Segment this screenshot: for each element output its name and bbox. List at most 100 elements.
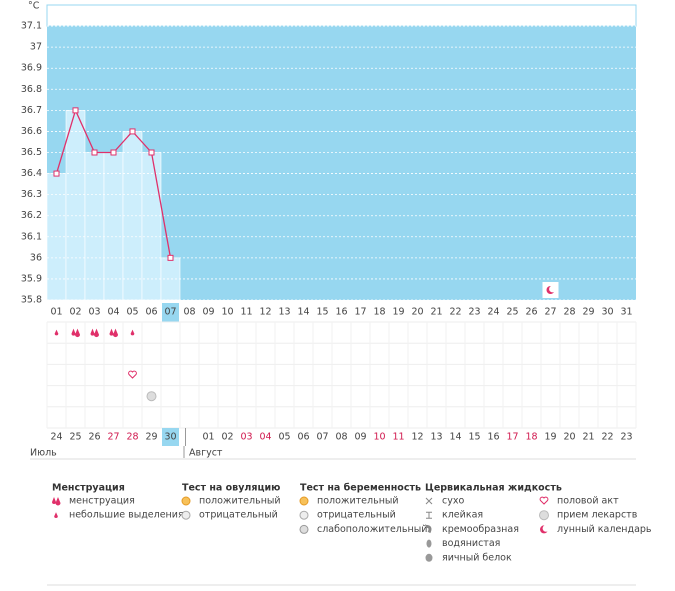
month-label: Август — [189, 448, 223, 459]
day-label: 30 — [601, 307, 613, 318]
event-icon — [109, 328, 118, 338]
cycle-day-label: 14 — [449, 432, 461, 443]
cycle-day-label: 25 — [69, 432, 81, 443]
legend-item: положительный — [299, 496, 399, 507]
selected-day — [162, 303, 179, 322]
test-icon — [299, 496, 309, 506]
temp-column — [141, 152, 162, 301]
temp-point — [167, 254, 174, 261]
day-label: 24 — [487, 307, 499, 318]
day-label: 31 — [620, 307, 632, 318]
temp-column — [65, 110, 86, 301]
day-label: 17 — [354, 307, 366, 318]
cycle-day-label: 17 — [506, 432, 518, 443]
cycle-day-label: 29 — [145, 432, 157, 443]
drop-icon — [109, 328, 118, 338]
legend-label: отрицательный — [199, 510, 278, 521]
day-label: 03 — [88, 307, 100, 318]
legend-title: Менструация — [52, 483, 125, 494]
day-label: 18 — [373, 307, 385, 318]
cycle-day-label: 03 — [240, 432, 252, 443]
legend-label: яичный белок — [442, 552, 512, 563]
day-label: 29 — [582, 307, 594, 318]
cycle-day-label: 01 — [202, 432, 214, 443]
cycle-day-label: 13 — [430, 432, 442, 443]
temp-point — [148, 149, 155, 156]
day-label: 28 — [563, 307, 575, 318]
legend-item: кремообразная — [425, 524, 519, 535]
day-label: 13 — [278, 307, 290, 318]
test-icon — [299, 510, 309, 520]
pill-icon — [539, 510, 549, 521]
legend-label: кремообразная — [442, 524, 519, 535]
legend-label: прием лекарств — [557, 510, 638, 521]
fluid-icon — [425, 553, 433, 562]
cycle-day-label: 18 — [525, 432, 537, 443]
y-tick-label: 36.3 — [21, 189, 42, 200]
day-label: 12 — [259, 307, 271, 318]
fluid-icon — [426, 539, 432, 548]
legend-item: лунный календарь — [540, 524, 652, 535]
day-label: 10 — [221, 307, 233, 318]
test-icon — [299, 524, 309, 534]
event-icon — [54, 329, 59, 336]
y-tick-label: 37 — [30, 42, 42, 53]
cycle-day-label: 04 — [259, 432, 271, 443]
moon-cut — [542, 525, 550, 532]
y-tick-label: 35.8 — [21, 295, 42, 306]
y-tick-label: 36.2 — [21, 210, 42, 221]
day-label: 04 — [107, 307, 119, 318]
legend-label: положительный — [317, 496, 399, 507]
day-label: 26 — [525, 307, 537, 318]
y-tick-label: 36.1 — [21, 231, 42, 242]
cycle-day-label: 24 — [50, 432, 62, 443]
y-tick-label: 36.9 — [21, 63, 42, 74]
day-label: 11 — [240, 307, 252, 318]
cycle-day-label: 07 — [316, 432, 328, 443]
legend-label: слабоположительный — [317, 524, 427, 535]
y-tick-label: 37.1 — [21, 21, 42, 32]
y-tick-label: 36.8 — [21, 84, 42, 95]
legend-item: яичный белок — [425, 552, 512, 563]
cycle-day-label: 10 — [373, 432, 385, 443]
drop-icon — [90, 328, 99, 338]
cycle-day-label: 12 — [411, 432, 423, 443]
cycle-day-label: 21 — [582, 432, 594, 443]
selected-day — [162, 428, 179, 446]
legend-item: половой акт — [539, 496, 619, 507]
legend-item: положительный — [181, 496, 281, 507]
y-tick-label: 36.7 — [21, 105, 42, 116]
temp-point — [129, 128, 136, 135]
legend-label: положительный — [199, 496, 281, 507]
plot-top — [46, 4, 637, 27]
legend-item: отрицательный — [181, 510, 278, 521]
legend-label: менструация — [69, 496, 135, 507]
event-icon — [71, 328, 80, 338]
event-icon — [542, 282, 559, 298]
legend-item: сухо — [425, 496, 464, 507]
legend-item: отрицательный — [299, 510, 396, 521]
cycle-day-label: 08 — [335, 432, 347, 443]
dry-icon — [425, 497, 433, 505]
temp-point — [91, 149, 98, 156]
y-tick-label: 36.4 — [21, 168, 42, 179]
day-label: 16 — [335, 307, 347, 318]
moon-cut — [549, 285, 556, 293]
temp-point — [53, 170, 60, 177]
cycle-day-label: 30 — [164, 432, 176, 443]
cycle-day-label: 26 — [88, 432, 100, 443]
drop-icon — [130, 329, 135, 336]
cycle-day-label: 09 — [354, 432, 366, 443]
legend-item: небольшие выделения — [54, 510, 184, 521]
temp-column — [84, 152, 105, 301]
day-label: 19 — [392, 307, 404, 318]
test-icon — [181, 510, 191, 520]
legend-label: сухо — [442, 496, 464, 507]
legend-item: менструация — [52, 496, 135, 507]
event-icon — [128, 370, 137, 379]
heart-icon — [128, 370, 137, 379]
drop-icon — [71, 328, 80, 338]
legend-item: водянистая — [426, 538, 500, 549]
